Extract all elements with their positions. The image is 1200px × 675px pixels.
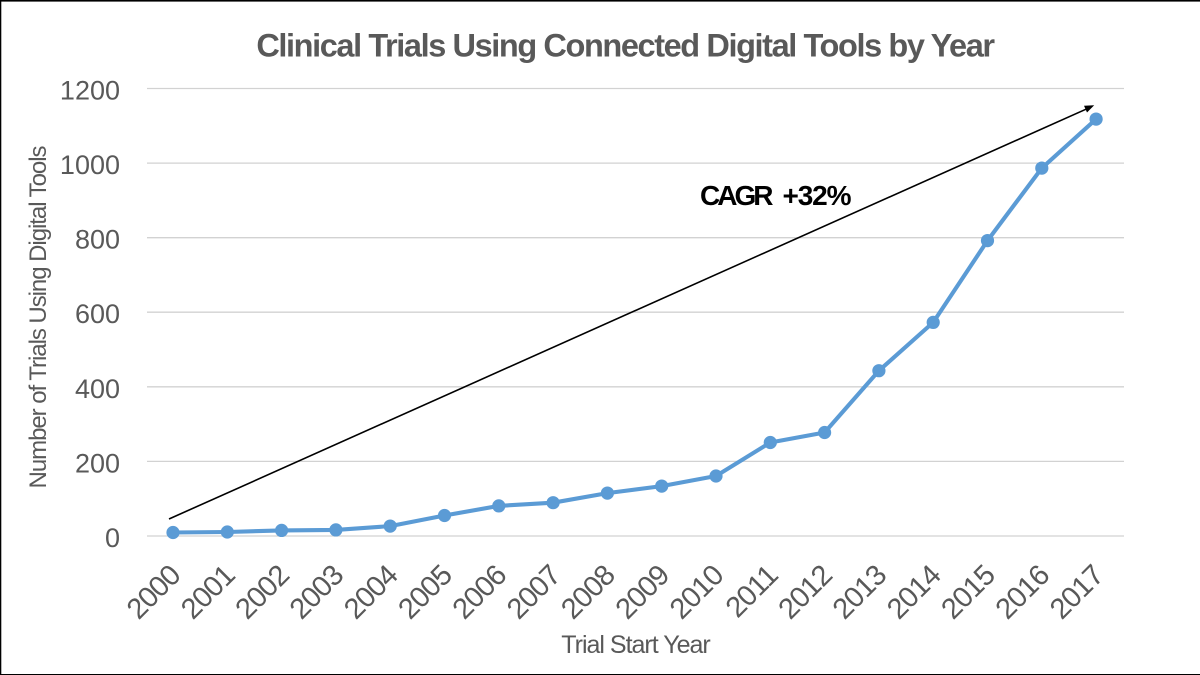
svg-text:600: 600 — [75, 299, 120, 329]
svg-text:2008: 2008 — [555, 560, 621, 626]
svg-text:2012: 2012 — [773, 560, 839, 626]
svg-text:2013: 2013 — [827, 560, 893, 626]
svg-text:Clinical Trials Using Connecte: Clinical Trials Using Connected Digital … — [256, 27, 995, 63]
svg-text:0: 0 — [105, 523, 120, 553]
svg-text:2017: 2017 — [1044, 560, 1110, 626]
svg-text:Number of Trials Using Digital: Number of Trials Using Digital Tools — [25, 146, 52, 489]
svg-text:CAGR+32%: CAGR +32% — [700, 180, 852, 211]
svg-text:2010: 2010 — [664, 560, 730, 626]
svg-text:2006: 2006 — [447, 560, 513, 626]
svg-text:2004: 2004 — [338, 559, 404, 625]
svg-text:1000: 1000 — [60, 150, 120, 180]
svg-text:2003: 2003 — [284, 560, 350, 626]
svg-text:2016: 2016 — [990, 560, 1056, 626]
svg-text:200: 200 — [75, 448, 120, 478]
svg-text:400: 400 — [75, 374, 120, 404]
svg-text:2002: 2002 — [230, 560, 296, 626]
svg-text:2005: 2005 — [392, 560, 458, 626]
svg-text:2009: 2009 — [610, 560, 676, 626]
svg-text:2011: 2011 — [720, 560, 784, 624]
svg-text:Trial Start Year: Trial Start Year — [561, 631, 710, 659]
svg-text:2015: 2015 — [935, 560, 1001, 626]
svg-text:2001: 2001 — [175, 560, 241, 626]
svg-text:2000: 2000 — [121, 560, 187, 626]
svg-text:2007: 2007 — [501, 560, 567, 626]
svg-text:2014: 2014 — [881, 559, 947, 625]
svg-text:1200: 1200 — [60, 76, 120, 106]
svg-text:800: 800 — [75, 225, 120, 255]
